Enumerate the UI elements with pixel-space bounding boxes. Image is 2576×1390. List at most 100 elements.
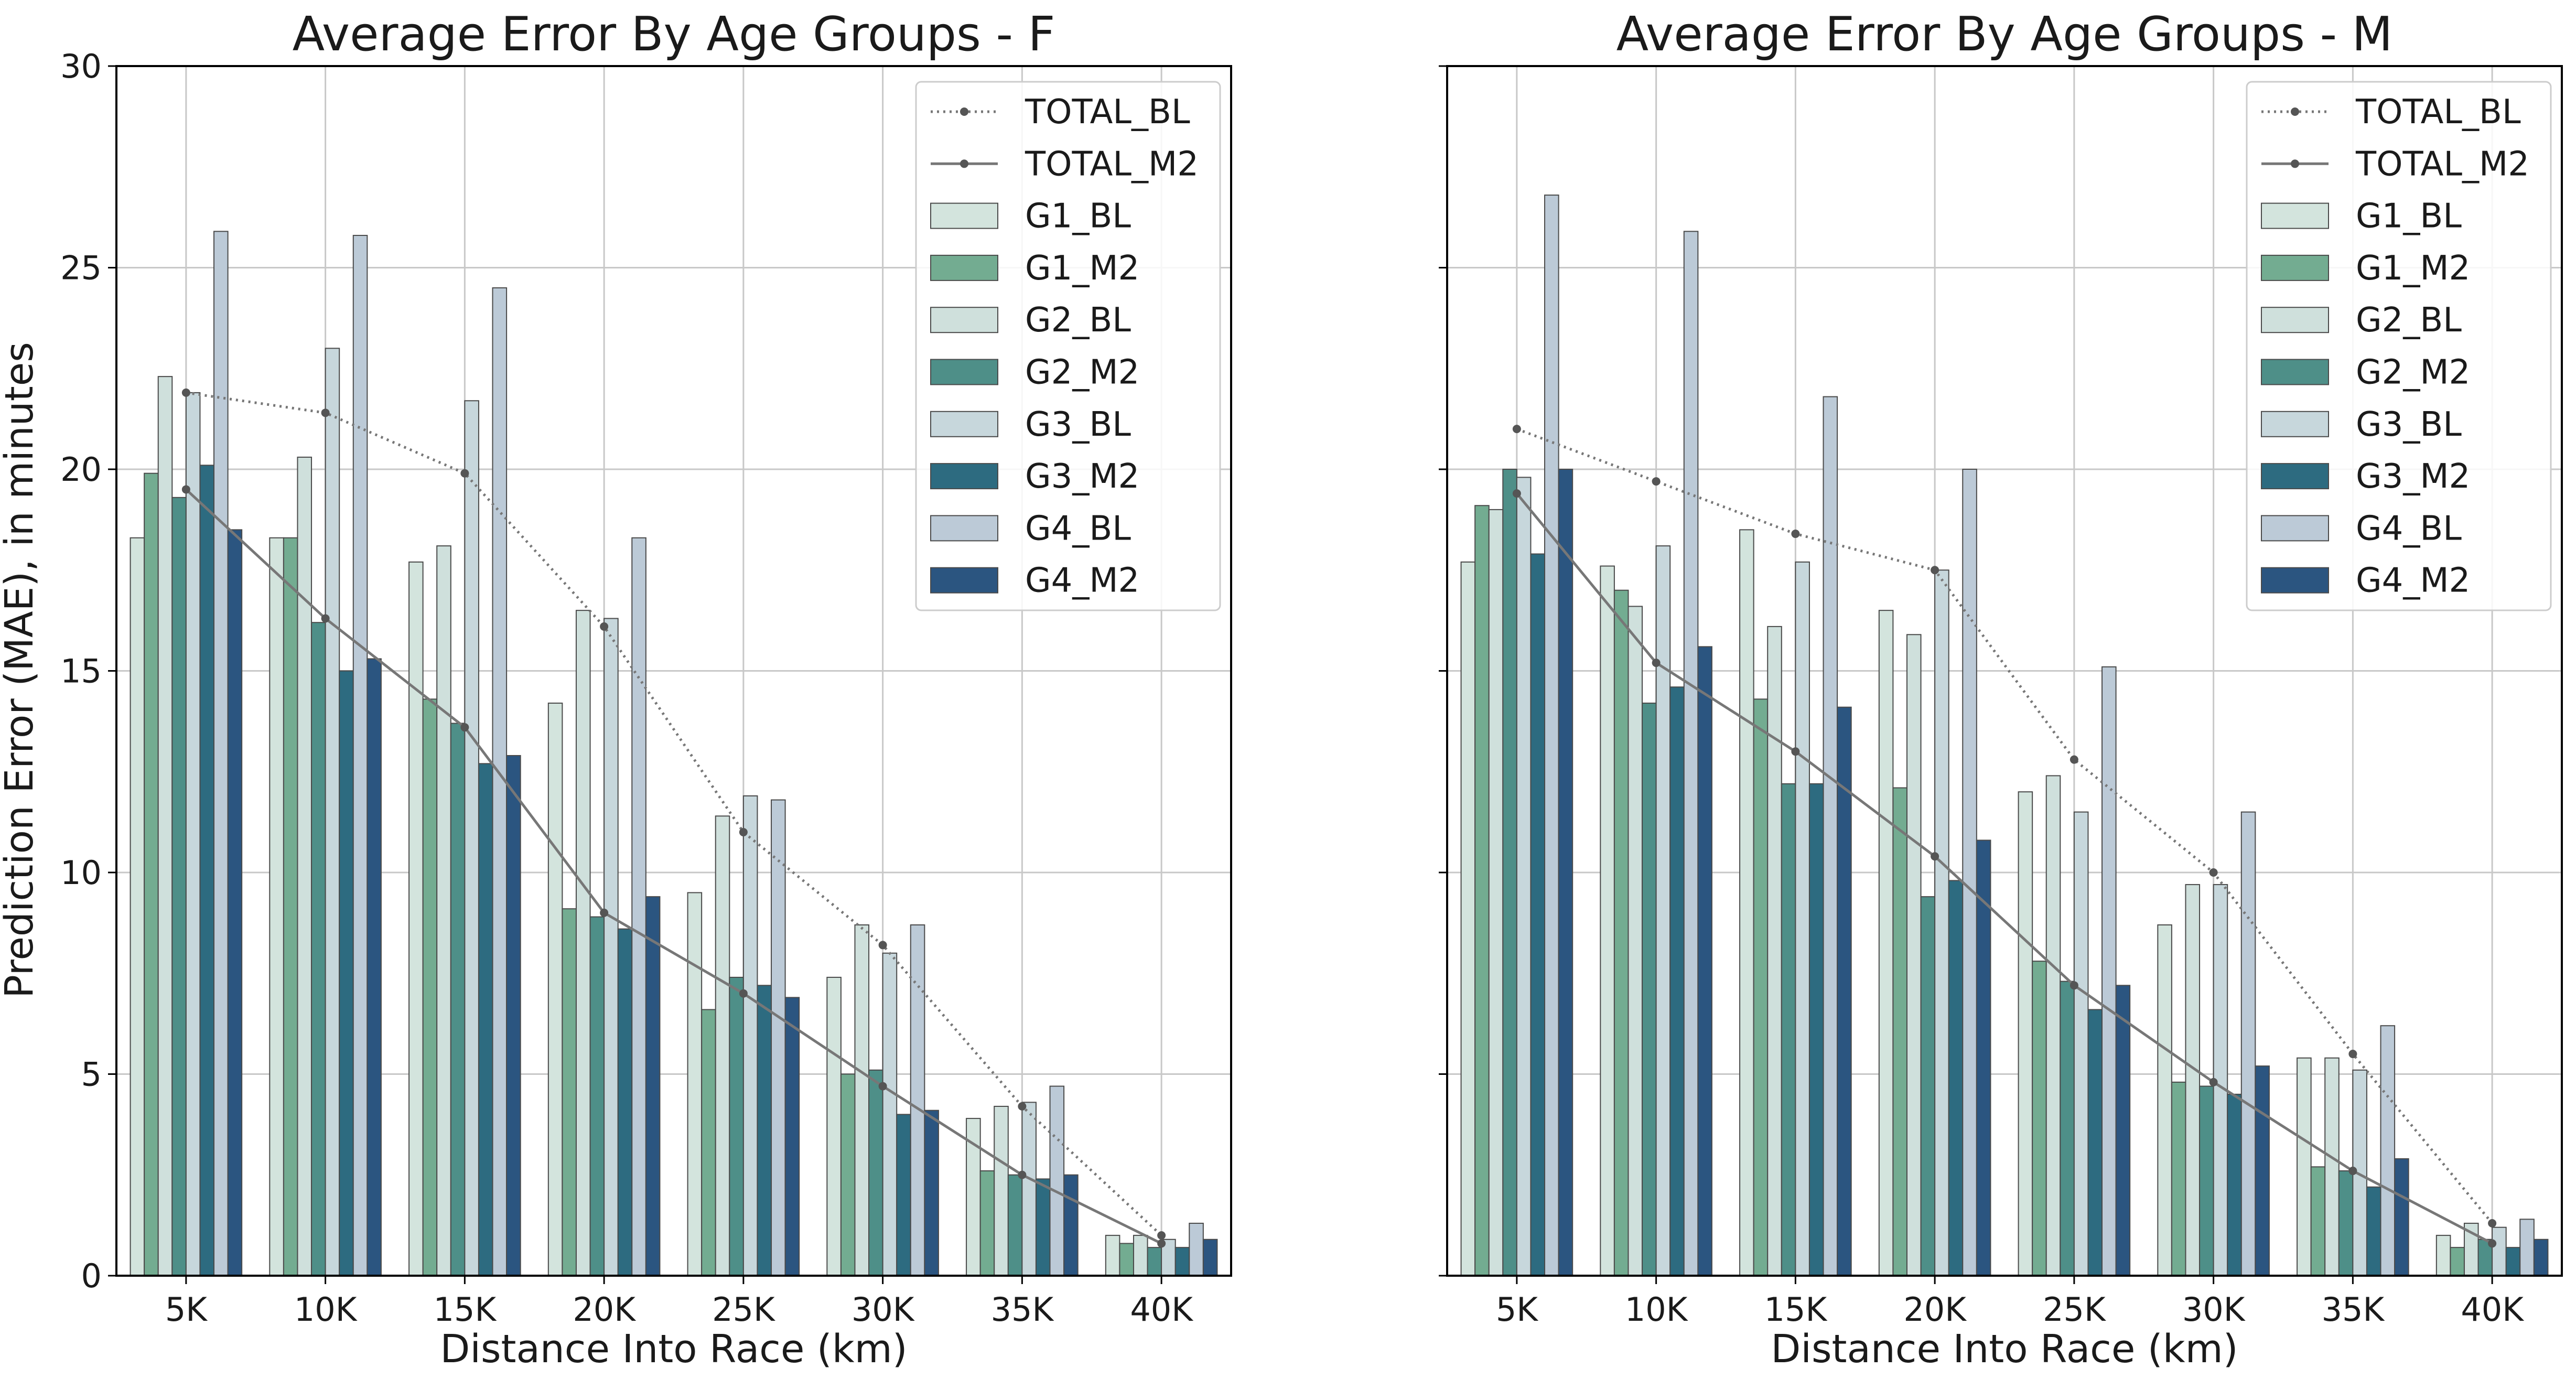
point-total-m2 (1791, 747, 1800, 756)
point-total-m2 (1652, 659, 1661, 667)
x-tick-label: 15K (434, 1290, 497, 1329)
bar-g4-m2 (506, 755, 521, 1276)
point-total-bl (321, 408, 330, 417)
x-tick-label: 5K (1496, 1290, 1538, 1329)
legend-handle-swatch (930, 411, 998, 437)
bar-g4-bl (2380, 1025, 2396, 1276)
bar-g1-m2 (2310, 1166, 2326, 1277)
bar-g1-bl (547, 703, 563, 1276)
bar-g3-m2 (617, 928, 633, 1277)
point-total-bl (2488, 1219, 2497, 1228)
x-tick-label: 35K (991, 1290, 1054, 1329)
legend-label: G2_M2 (1025, 353, 1139, 392)
x-tick-label: 30K (852, 1290, 915, 1329)
y-tick-label: 5 (81, 1055, 102, 1094)
bar-g4-bl (631, 537, 646, 1276)
legend-handle-swatch (2261, 254, 2329, 281)
point-total-m2 (2348, 1167, 2357, 1176)
bar-g2-bl (1767, 626, 1782, 1276)
bar-g4-m2 (2533, 1238, 2549, 1277)
bar-g4-m2 (1202, 1238, 1218, 1277)
chart-panel-f: Average Error By Age Groups - F 0 5 10 15 20 2… (60, 7, 1232, 1372)
point-total-bl (1018, 1102, 1027, 1111)
bar-g3-bl (2073, 811, 2089, 1276)
legend-handle-marker (960, 159, 968, 168)
bar-g1-m2 (2450, 1247, 2465, 1276)
x-tick-label: 40K (1130, 1290, 1193, 1329)
x-axis-label: Distance Into Race (km) (1771, 1327, 2238, 1372)
point-total-m2 (2070, 981, 2078, 990)
legend-label: G1_BL (1025, 197, 1131, 236)
legend-label: G1_M2 (2356, 249, 2470, 288)
bar-g1-bl (1105, 1235, 1120, 1277)
bar-g3-bl (1655, 545, 1671, 1276)
bar-g3-m2 (1669, 686, 1685, 1276)
bar-g3-m2 (1808, 783, 1824, 1276)
point-total-m2 (181, 485, 190, 494)
bar-g2-bl (1488, 509, 1504, 1276)
bar-g1-m2 (701, 1009, 716, 1276)
bar-g2-bl (1906, 634, 1922, 1276)
bar-g2-m2 (2199, 1085, 2214, 1277)
x-tick-label: 10K (1625, 1290, 1688, 1329)
line-total-m2 (1515, 492, 2493, 1245)
legend-label: G4_M2 (1025, 562, 1139, 600)
bar-g3-bl (1516, 477, 1532, 1276)
bar-g4-bl (213, 231, 229, 1276)
bar-g1-m2 (144, 472, 159, 1277)
bar-g4-bl (1962, 469, 1977, 1276)
point-total-bl (1157, 1231, 1166, 1240)
legend-handle-swatch (930, 307, 998, 333)
x-tick-label: 10K (294, 1290, 358, 1329)
bar-g2-bl (2185, 884, 2201, 1276)
bar-g4-bl (910, 924, 925, 1276)
bar-g2-bl (575, 610, 591, 1276)
bar-g2-m2 (589, 916, 605, 1276)
legend-handle-marker (2291, 159, 2299, 168)
legend-label: G4_M2 (2356, 562, 2470, 600)
bar-g2-bl (1627, 606, 1643, 1276)
bar-g3-m2 (2227, 1093, 2242, 1276)
legend-handle-swatch (2261, 567, 2329, 594)
bar-g2-bl (1133, 1235, 1148, 1277)
y-tick-label: 25 (60, 249, 102, 287)
bar-g1-bl (269, 537, 284, 1276)
legend-label: G4_BL (2356, 509, 2462, 548)
bar-g1-m2 (1753, 698, 1769, 1276)
bar-g4-m2 (2394, 1158, 2409, 1276)
bar-g1-bl (2018, 791, 2033, 1276)
bar-g4-bl (771, 799, 786, 1276)
y-tick-label: 0 (81, 1257, 102, 1295)
chart-title: Average Error By Age Groups - M (1616, 7, 2393, 62)
bar-g2-bl (436, 545, 451, 1276)
point-total-bl (600, 622, 609, 631)
bar-g3-bl (2492, 1226, 2507, 1276)
bar-g2-m2 (1781, 783, 1796, 1276)
bar-g2-m2 (1007, 1174, 1023, 1276)
legend-label: G3_M2 (1025, 457, 1139, 496)
y-tick-label: 30 (60, 47, 102, 85)
point-total-m2 (1157, 1239, 1166, 1248)
bar-g3-bl (742, 795, 758, 1276)
bar-g4-bl (1049, 1085, 1065, 1277)
bar-g3-bl (882, 952, 898, 1277)
bar-g4-m2 (784, 997, 800, 1276)
bar-g2-m2 (2338, 1170, 2354, 1277)
y-tick-label: 10 (60, 854, 102, 892)
point-total-m2 (2209, 1077, 2218, 1086)
legend-label: TOTAL_BL (1025, 93, 1190, 132)
bar-g3-m2 (1530, 553, 1546, 1276)
legend-handle-swatch (930, 463, 998, 490)
x-tick-label: 30K (2182, 1290, 2246, 1329)
bar-g4-m2 (2115, 985, 2131, 1276)
bar-g3-m2 (896, 1114, 911, 1276)
bar-g1-bl (2435, 1235, 2451, 1277)
bar-g4-bl (2519, 1219, 2535, 1277)
bar-g2-bl (157, 376, 173, 1276)
point-total-m2 (460, 723, 469, 732)
bar-g1-m2 (1119, 1243, 1134, 1276)
bar-g2-m2 (1642, 703, 1657, 1276)
point-total-m2 (600, 908, 609, 917)
x-tick-label: 20K (573, 1290, 636, 1329)
point-total-bl (2209, 868, 2218, 877)
